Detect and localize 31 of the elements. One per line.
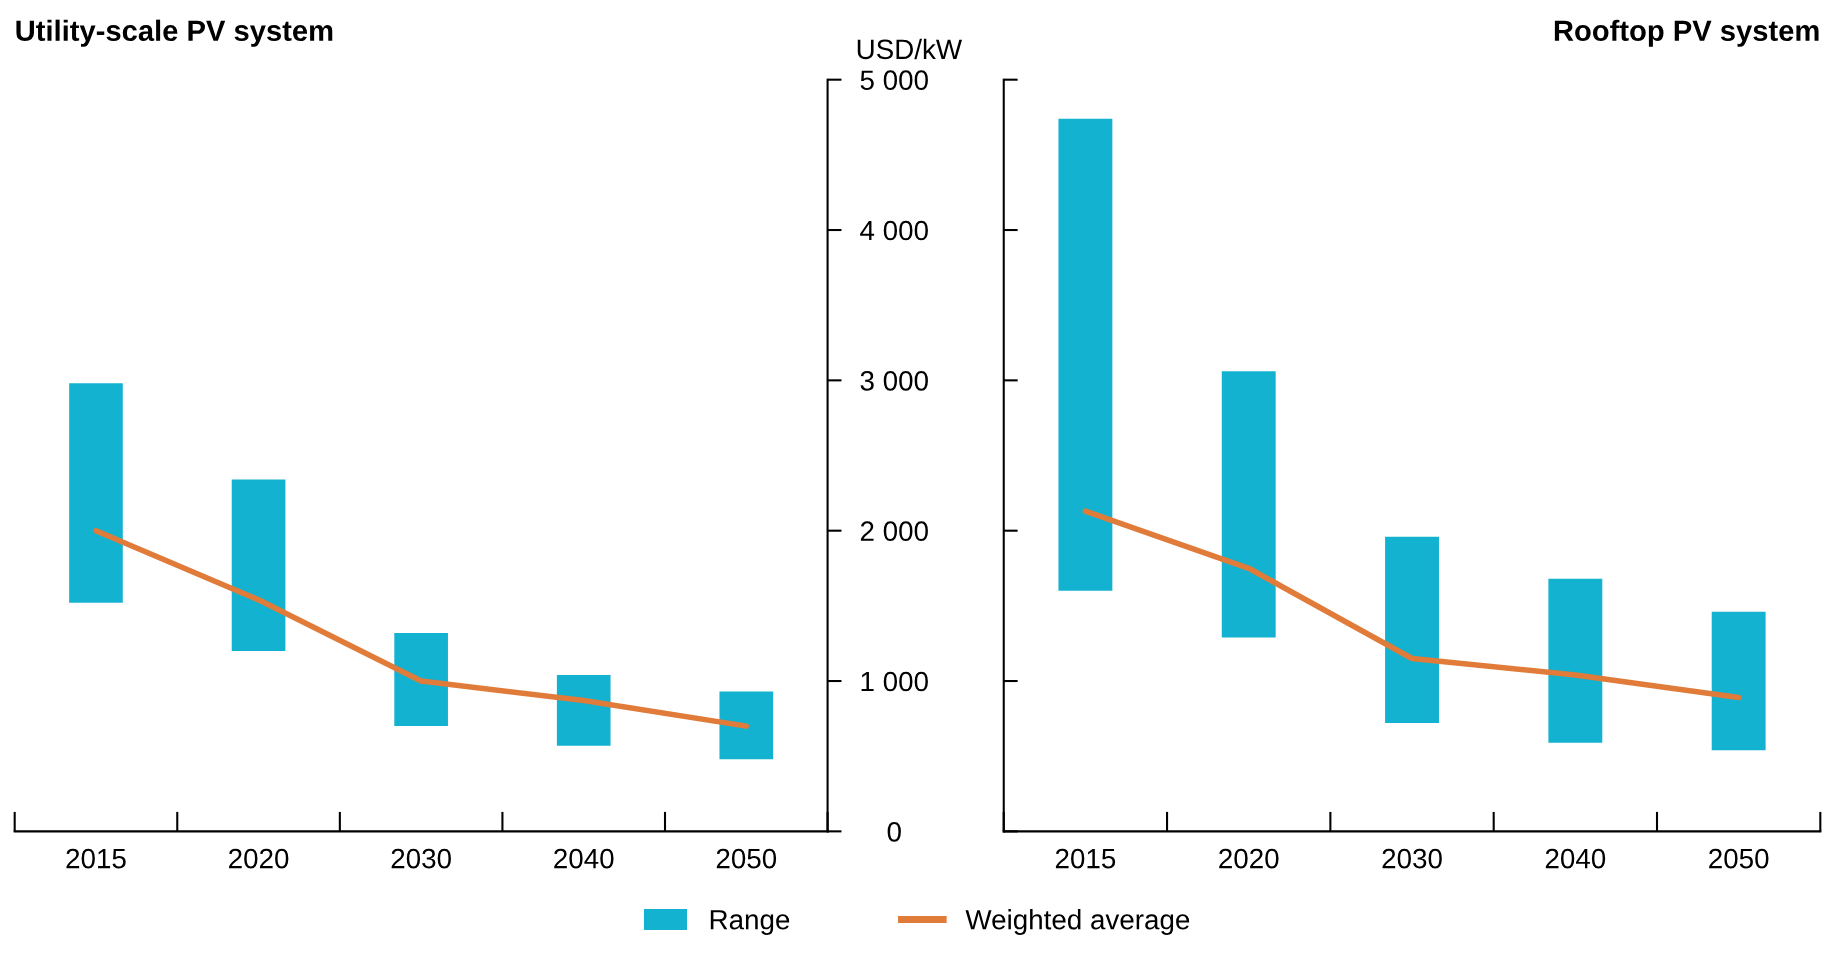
y-tick-label: 4 000 xyxy=(860,220,928,241)
bar xyxy=(231,479,286,651)
chart-title: Utility-scale PV system xyxy=(16,19,333,47)
chart-title: Rooftop PV system xyxy=(1554,19,1819,47)
x-tick-label: 2015 xyxy=(1055,848,1116,869)
bar xyxy=(1058,118,1113,591)
bar xyxy=(1221,371,1276,638)
x-tick-label: 2050 xyxy=(716,848,777,869)
x-tick-label: 2040 xyxy=(554,848,614,869)
x-tick-label: 2015 xyxy=(66,848,126,869)
legend-label: Range xyxy=(710,910,790,935)
y-tick-label: 1 000 xyxy=(861,671,928,692)
bar xyxy=(1385,536,1439,724)
y-tick-label: 5 000 xyxy=(860,70,928,91)
x-tick-label: 2030 xyxy=(391,848,451,869)
bar xyxy=(1548,578,1603,743)
y-tick-label: 3 000 xyxy=(860,371,928,391)
legend-label: Weighted average xyxy=(965,909,1190,935)
bar xyxy=(556,675,611,746)
bar xyxy=(1711,611,1766,751)
y-tick-label: 0 xyxy=(887,822,901,842)
y-tick-label: 2 000 xyxy=(860,521,928,542)
x-tick-label: 2040 xyxy=(1545,848,1606,869)
x-tick-label: 2020 xyxy=(1219,848,1279,869)
bar xyxy=(69,383,123,603)
bar xyxy=(719,691,774,760)
y-axis-title: USD/kW xyxy=(857,38,963,60)
x-tick-label: 2030 xyxy=(1382,848,1442,869)
bar xyxy=(394,632,448,727)
x-tick-label: 2050 xyxy=(1709,848,1769,869)
x-tick-label: 2020 xyxy=(229,848,289,869)
